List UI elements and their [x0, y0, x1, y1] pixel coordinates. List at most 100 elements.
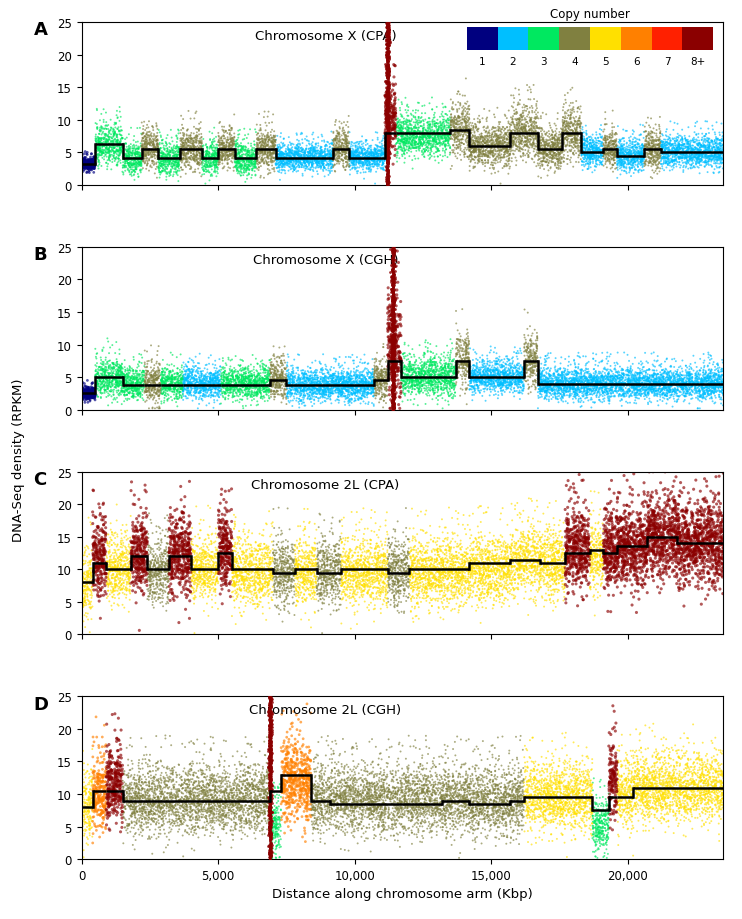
Point — [369, 158, 381, 173]
Point — [173, 371, 185, 386]
Point — [533, 369, 545, 384]
Point — [305, 155, 317, 170]
Point — [160, 581, 172, 596]
Point — [413, 138, 424, 153]
Point — [255, 805, 266, 820]
Point — [270, 153, 282, 167]
Point — [382, 156, 394, 171]
Point — [564, 143, 576, 158]
Point — [397, 374, 409, 389]
Point — [528, 764, 540, 778]
Point — [471, 371, 483, 386]
Point — [633, 535, 645, 550]
Point — [383, 109, 395, 124]
Point — [478, 784, 490, 799]
Point — [637, 777, 649, 791]
Point — [634, 543, 646, 558]
Point — [630, 388, 642, 403]
Point — [241, 816, 253, 831]
Point — [226, 372, 237, 387]
Point — [696, 380, 708, 395]
Point — [79, 387, 91, 402]
Point — [648, 156, 660, 171]
Point — [712, 376, 724, 391]
Point — [160, 161, 172, 176]
Point — [430, 347, 442, 362]
Point — [474, 780, 486, 795]
Point — [205, 571, 217, 585]
Point — [332, 784, 344, 799]
Point — [517, 143, 529, 158]
Point — [680, 542, 692, 557]
Point — [554, 768, 565, 783]
Point — [708, 775, 720, 789]
Point — [401, 128, 413, 142]
Point — [393, 576, 404, 591]
Point — [83, 548, 95, 562]
Point — [278, 598, 290, 613]
Point — [555, 791, 567, 806]
Point — [442, 782, 454, 797]
Point — [518, 572, 530, 586]
Point — [264, 755, 276, 770]
Point — [699, 143, 711, 158]
Point — [172, 367, 184, 381]
Point — [562, 157, 574, 172]
Point — [460, 572, 472, 586]
Point — [91, 370, 102, 385]
Point — [681, 153, 693, 168]
Point — [668, 123, 680, 138]
Point — [427, 577, 439, 592]
Point — [466, 557, 478, 572]
Point — [347, 573, 359, 588]
Point — [706, 579, 718, 594]
Point — [602, 565, 614, 580]
Point — [634, 726, 646, 741]
Point — [134, 556, 145, 571]
Point — [127, 389, 139, 403]
Point — [529, 564, 541, 579]
Point — [505, 143, 517, 158]
Point — [246, 162, 258, 176]
Point — [551, 149, 562, 164]
Point — [268, 155, 280, 170]
Point — [542, 156, 554, 171]
Point — [492, 796, 504, 811]
Point — [142, 786, 154, 800]
Point — [254, 144, 266, 159]
Point — [411, 528, 423, 542]
Point — [272, 790, 284, 805]
Point — [555, 376, 567, 391]
Point — [293, 348, 305, 363]
Point — [126, 536, 138, 550]
Point — [160, 145, 172, 160]
Point — [545, 161, 556, 176]
Point — [649, 386, 660, 401]
Point — [494, 144, 506, 159]
Point — [283, 767, 295, 782]
Point — [282, 550, 294, 564]
Point — [530, 785, 542, 800]
Point — [134, 557, 146, 572]
Point — [211, 371, 223, 386]
Point — [324, 795, 336, 810]
Point — [353, 811, 365, 825]
Point — [375, 798, 387, 812]
Point — [448, 143, 460, 158]
Point — [137, 530, 149, 545]
Point — [132, 790, 144, 805]
Point — [463, 112, 475, 127]
Point — [131, 804, 142, 819]
Point — [182, 369, 194, 384]
Point — [551, 797, 562, 811]
Point — [395, 783, 407, 798]
Point — [293, 728, 305, 743]
Point — [384, 344, 396, 358]
Point — [381, 106, 393, 120]
Point — [512, 358, 524, 373]
Point — [704, 378, 716, 392]
Point — [611, 381, 623, 396]
Point — [274, 567, 286, 582]
Point — [591, 139, 603, 153]
Point — [335, 554, 347, 569]
